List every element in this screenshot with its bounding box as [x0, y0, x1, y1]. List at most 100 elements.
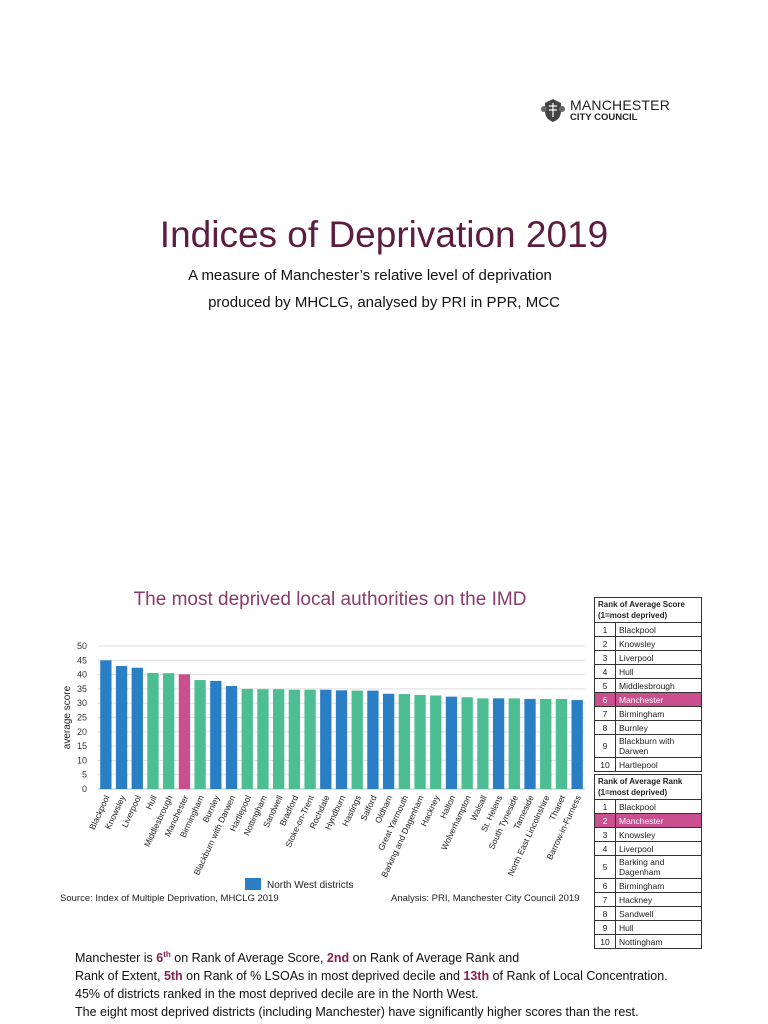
- subtitle-line-1: A measure of Manchester’s relative level…: [188, 267, 552, 284]
- bar: [414, 694, 426, 789]
- y-axis-label: average score: [62, 685, 73, 749]
- bar: [335, 690, 348, 789]
- district-cell: Hull: [615, 920, 702, 935]
- rank-cell: 5: [594, 855, 616, 879]
- table-row: 3 Liverpool: [594, 650, 702, 665]
- bar: [241, 688, 253, 789]
- table-row: 9 Hull: [594, 920, 702, 935]
- bar: [147, 672, 159, 789]
- rank-average-rank: 2nd: [326, 951, 350, 966]
- table-header: Rank of Average Rank (1=most deprived): [594, 774, 702, 800]
- table-row: 8 Sandwell: [594, 906, 702, 921]
- page-title: Indices of Deprivation 2019: [159, 214, 609, 255]
- summary-text-part: on Rank of Average Rank and: [349, 951, 520, 966]
- rank-cell: 3: [594, 650, 616, 665]
- summary-text-part: of Rank of Local Concentration.: [489, 969, 668, 984]
- y-tick-label: 25: [77, 713, 87, 723]
- y-tick-label: 40: [77, 670, 87, 680]
- rank-cell: 3: [594, 827, 616, 842]
- rank-cell: 6: [594, 692, 616, 707]
- bar: [461, 697, 473, 789]
- x-tick-label: Hull: [144, 794, 159, 812]
- bar: [163, 673, 175, 789]
- bar: [257, 689, 269, 789]
- source-note: Source: Index of Multiple Deprivation, M…: [60, 893, 279, 904]
- rank-cell: 9: [594, 920, 616, 935]
- rank-cell: 2: [594, 636, 616, 651]
- y-tick-label: 45: [77, 655, 87, 665]
- manchester-city-council-logo: MANCHESTER CITY COUNCIL: [541, 97, 670, 123]
- bar: [178, 674, 191, 789]
- district-cell: Middlesbrough: [615, 678, 702, 693]
- bar: [477, 698, 489, 789]
- rank-cell: 1: [594, 622, 616, 637]
- table-row: 2 Manchester: [594, 813, 702, 828]
- bar: [555, 698, 568, 789]
- district-cell: Knowsley: [615, 827, 702, 842]
- rank-average-rank-table: Rank of Average Rank (1=most deprived) 1 B…: [594, 774, 702, 949]
- bar: [540, 698, 552, 789]
- district-cell: Hartlepool: [615, 757, 702, 772]
- district-cell: Nottingham: [615, 934, 702, 949]
- table-header: Rank of Average Score (1=most deprived): [594, 597, 702, 623]
- logo-line1: MANCHESTER: [570, 96, 671, 113]
- table-row: 10 Nottingham: [594, 934, 702, 949]
- summary-line-4: The eight most deprived districts (inclu…: [75, 1005, 639, 1020]
- rank-cell: 6: [594, 878, 616, 893]
- summary-text-part: Manchester is: [75, 951, 157, 966]
- rank-cell: 10: [594, 757, 616, 772]
- district-cell: Knowsley: [615, 636, 702, 651]
- district-cell: Hackney: [615, 892, 702, 907]
- table-row: 4 Liverpool: [594, 841, 702, 856]
- legend-swatch: [245, 878, 261, 890]
- district-cell: Liverpool: [615, 841, 702, 856]
- bar: [131, 667, 143, 789]
- district-cell: Burnley: [615, 720, 702, 735]
- rank-cell: 1: [594, 799, 616, 814]
- district-cell: Hull: [615, 664, 702, 679]
- bar: [382, 693, 395, 789]
- rank-cell: 7: [594, 892, 616, 907]
- y-tick-label: 0: [82, 784, 87, 794]
- y-tick-label: 15: [77, 741, 87, 751]
- chart-title: The most deprived local authorities on t…: [133, 589, 527, 610]
- district-cell: Birmingham: [615, 706, 702, 721]
- district-cell: Sandwell: [615, 906, 702, 921]
- coat-of-arms-icon: [541, 99, 565, 122]
- bar: [273, 689, 285, 789]
- table-row: 5 Middlesbrough: [594, 678, 702, 693]
- summary-text-part: on Rank of Average Score,: [170, 951, 327, 966]
- table-row: 1 Blackpool: [594, 622, 702, 637]
- bar: [398, 694, 410, 789]
- rank-cell: 2: [594, 813, 616, 828]
- district-cell: Birmingham: [615, 878, 702, 893]
- logo-line2: CITY COUNCIL: [570, 111, 638, 123]
- table-row: 10 Hartlepool: [594, 757, 702, 772]
- bar: [430, 695, 442, 789]
- rank-lsoa: 5th: [163, 969, 183, 984]
- table-row: 7 Hackney: [594, 892, 702, 907]
- rank-cell: 4: [594, 841, 616, 856]
- table-row: 4 Hull: [594, 664, 702, 679]
- y-tick-label: 20: [77, 727, 87, 737]
- table-row: 6 Birmingham: [594, 878, 702, 893]
- y-tick-label: 35: [77, 684, 87, 694]
- rank-cell: 5: [594, 678, 616, 693]
- y-tick-label: 10: [77, 755, 87, 765]
- district-cell: Liverpool: [615, 650, 702, 665]
- bar: [445, 696, 458, 789]
- summary-text: Manchester is 6th on Rank of Average Sco…: [75, 946, 668, 1021]
- bar: [508, 698, 520, 789]
- table-row: 5 Barking and Dagenham: [594, 855, 702, 879]
- table-row: 8 Burnley: [594, 720, 702, 735]
- bar: [100, 660, 112, 789]
- table-row: 1 Blackpool: [594, 799, 702, 814]
- legend-label: North West districts: [267, 880, 354, 891]
- district-cell: Manchester: [615, 692, 702, 707]
- district-cell: Blackburn with Darwen: [615, 734, 702, 758]
- rank-cell: 7: [594, 706, 616, 721]
- subtitle-line-2: produced by MHCLG, analysed by PRI in PP…: [208, 294, 560, 311]
- bar: [225, 686, 238, 789]
